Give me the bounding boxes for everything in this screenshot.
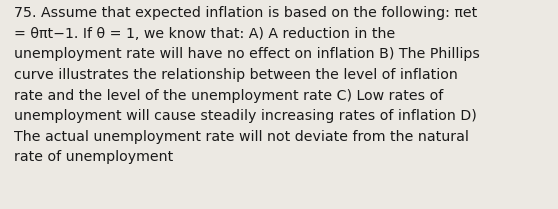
Text: 75. Assume that expected inflation is based on the following: πet
= θπt−1. If θ : 75. Assume that expected inflation is ba… bbox=[14, 6, 480, 164]
